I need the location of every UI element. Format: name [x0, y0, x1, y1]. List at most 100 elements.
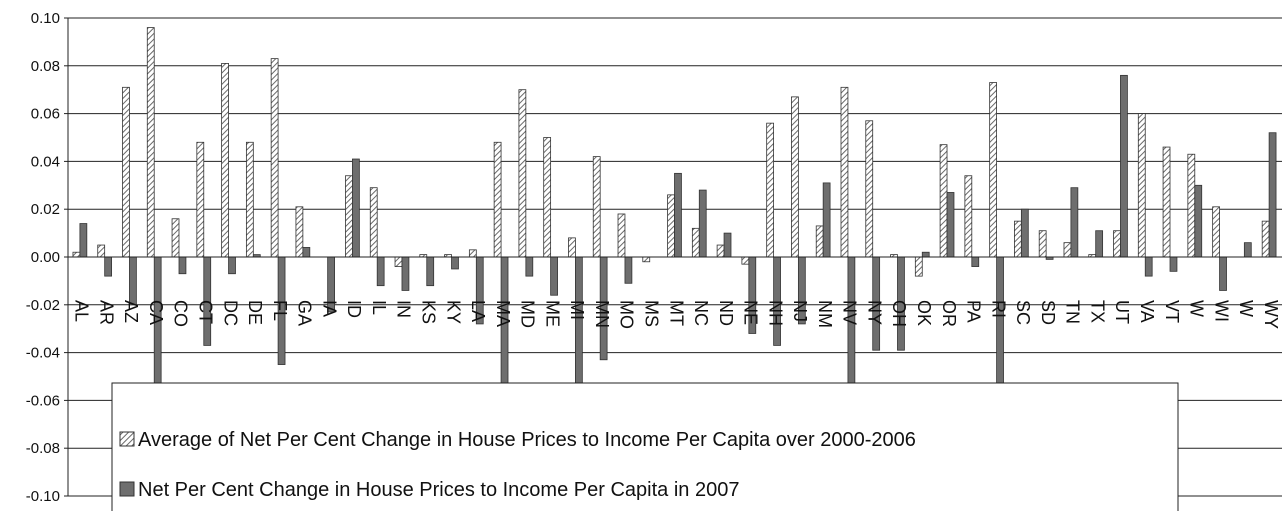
x-tick-label: OH	[889, 300, 909, 327]
x-tick-label: ND	[716, 300, 736, 326]
bar	[674, 172, 682, 258]
legend: Average of Net Per Cent Change in House …	[111, 382, 1179, 516]
bar	[847, 256, 856, 394]
bar	[592, 156, 601, 258]
bar	[345, 175, 353, 258]
bar	[550, 256, 558, 296]
x-tick-label: MN	[592, 300, 612, 328]
y-tick-label: 0.06	[31, 106, 60, 123]
y-tick-label: -0.02	[26, 297, 60, 314]
bar	[1095, 230, 1104, 258]
bar	[971, 256, 980, 267]
bar	[964, 175, 973, 258]
bar	[178, 256, 187, 275]
bar	[97, 244, 106, 258]
bar	[791, 96, 799, 258]
bar	[302, 247, 311, 258]
bar	[1261, 220, 1270, 258]
bar	[493, 141, 502, 258]
bar	[741, 256, 750, 265]
x-tick-label: CO	[171, 300, 191, 327]
bar	[1219, 256, 1227, 291]
x-tick-label: IN	[394, 300, 414, 318]
x-tick-label: NC	[691, 300, 711, 326]
x-tick-label: GA	[295, 300, 315, 326]
bar	[716, 244, 725, 258]
x-tick-label: FL	[270, 300, 290, 321]
bar	[939, 144, 948, 258]
x-tick-label: MO	[617, 300, 637, 329]
bar	[1169, 256, 1178, 272]
bar	[122, 86, 130, 258]
legend-label: Net Per Cent Change in House Prices to I…	[138, 479, 739, 501]
y-tick-label: 0.10	[31, 10, 60, 27]
x-tick-label: VT	[1162, 300, 1182, 323]
x-tick-label: AL	[72, 300, 92, 322]
bar	[401, 256, 410, 291]
bar	[72, 251, 81, 258]
bar	[468, 249, 477, 258]
bar	[1243, 242, 1252, 258]
x-tick-label: WY	[1261, 300, 1281, 329]
bar	[369, 187, 378, 258]
bar	[1144, 256, 1153, 277]
bar	[1162, 146, 1171, 258]
bar	[766, 122, 775, 258]
bar	[946, 192, 955, 258]
bar	[451, 256, 459, 270]
x-tick-label: CA	[146, 300, 166, 325]
bar	[146, 27, 155, 258]
x-tick-label: KY	[443, 300, 463, 324]
y-tick-label: -0.10	[26, 488, 60, 505]
x-tick-label: OR	[939, 300, 959, 327]
legend-label: Average of Net Per Cent Change in House …	[138, 429, 916, 451]
x-tick-label: NJ	[790, 300, 810, 322]
x-tick-label: MA	[493, 300, 513, 327]
bar	[352, 158, 360, 258]
bar	[698, 189, 707, 258]
bar	[667, 194, 675, 258]
bar	[1212, 206, 1220, 258]
y-tick-label: 0.02	[31, 201, 60, 218]
x-tick-label: WI	[1211, 300, 1231, 322]
x-tick-label: NH	[765, 300, 785, 326]
x-tick-label: AZ	[121, 300, 141, 323]
legend-swatch	[119, 431, 135, 447]
bar	[171, 218, 180, 258]
x-tick-label: MI	[567, 300, 587, 320]
x-tick-label: PA	[964, 300, 984, 323]
x-tick-label: RI	[988, 300, 1008, 318]
legend-swatch	[119, 481, 135, 497]
bar	[1194, 184, 1203, 258]
bar	[1038, 230, 1047, 258]
x-tick-label: LA	[468, 300, 488, 322]
x-tick-label: OK	[914, 300, 934, 326]
x-tick-label: TX	[1087, 300, 1107, 323]
x-tick-label: W	[1236, 300, 1256, 317]
bar	[691, 227, 700, 258]
bar	[921, 251, 930, 258]
x-tick-label: W	[1187, 300, 1207, 317]
y-tick-label: -0.04	[26, 345, 60, 362]
x-tick-label: KS	[418, 300, 438, 324]
bar	[1113, 230, 1121, 258]
bar	[518, 89, 527, 258]
x-tick-label: IL	[369, 300, 389, 315]
x-tick-label: NV	[840, 300, 860, 325]
x-tick-label: SD	[1038, 300, 1058, 325]
x-tick-label: UT	[1112, 300, 1132, 324]
bar	[865, 120, 874, 258]
bar	[1120, 74, 1128, 258]
x-tick-label: NY	[864, 300, 884, 325]
bar	[642, 256, 651, 263]
x-tick-label: NM	[815, 300, 835, 328]
bar	[221, 63, 229, 258]
x-tick-label: IA	[319, 300, 339, 317]
bar	[196, 141, 205, 258]
x-tick-label: CT	[196, 300, 216, 324]
legend-box	[111, 382, 1179, 516]
bar	[376, 256, 385, 287]
x-tick-label: VA	[1137, 300, 1157, 323]
x-tick-label: MT	[666, 300, 686, 326]
